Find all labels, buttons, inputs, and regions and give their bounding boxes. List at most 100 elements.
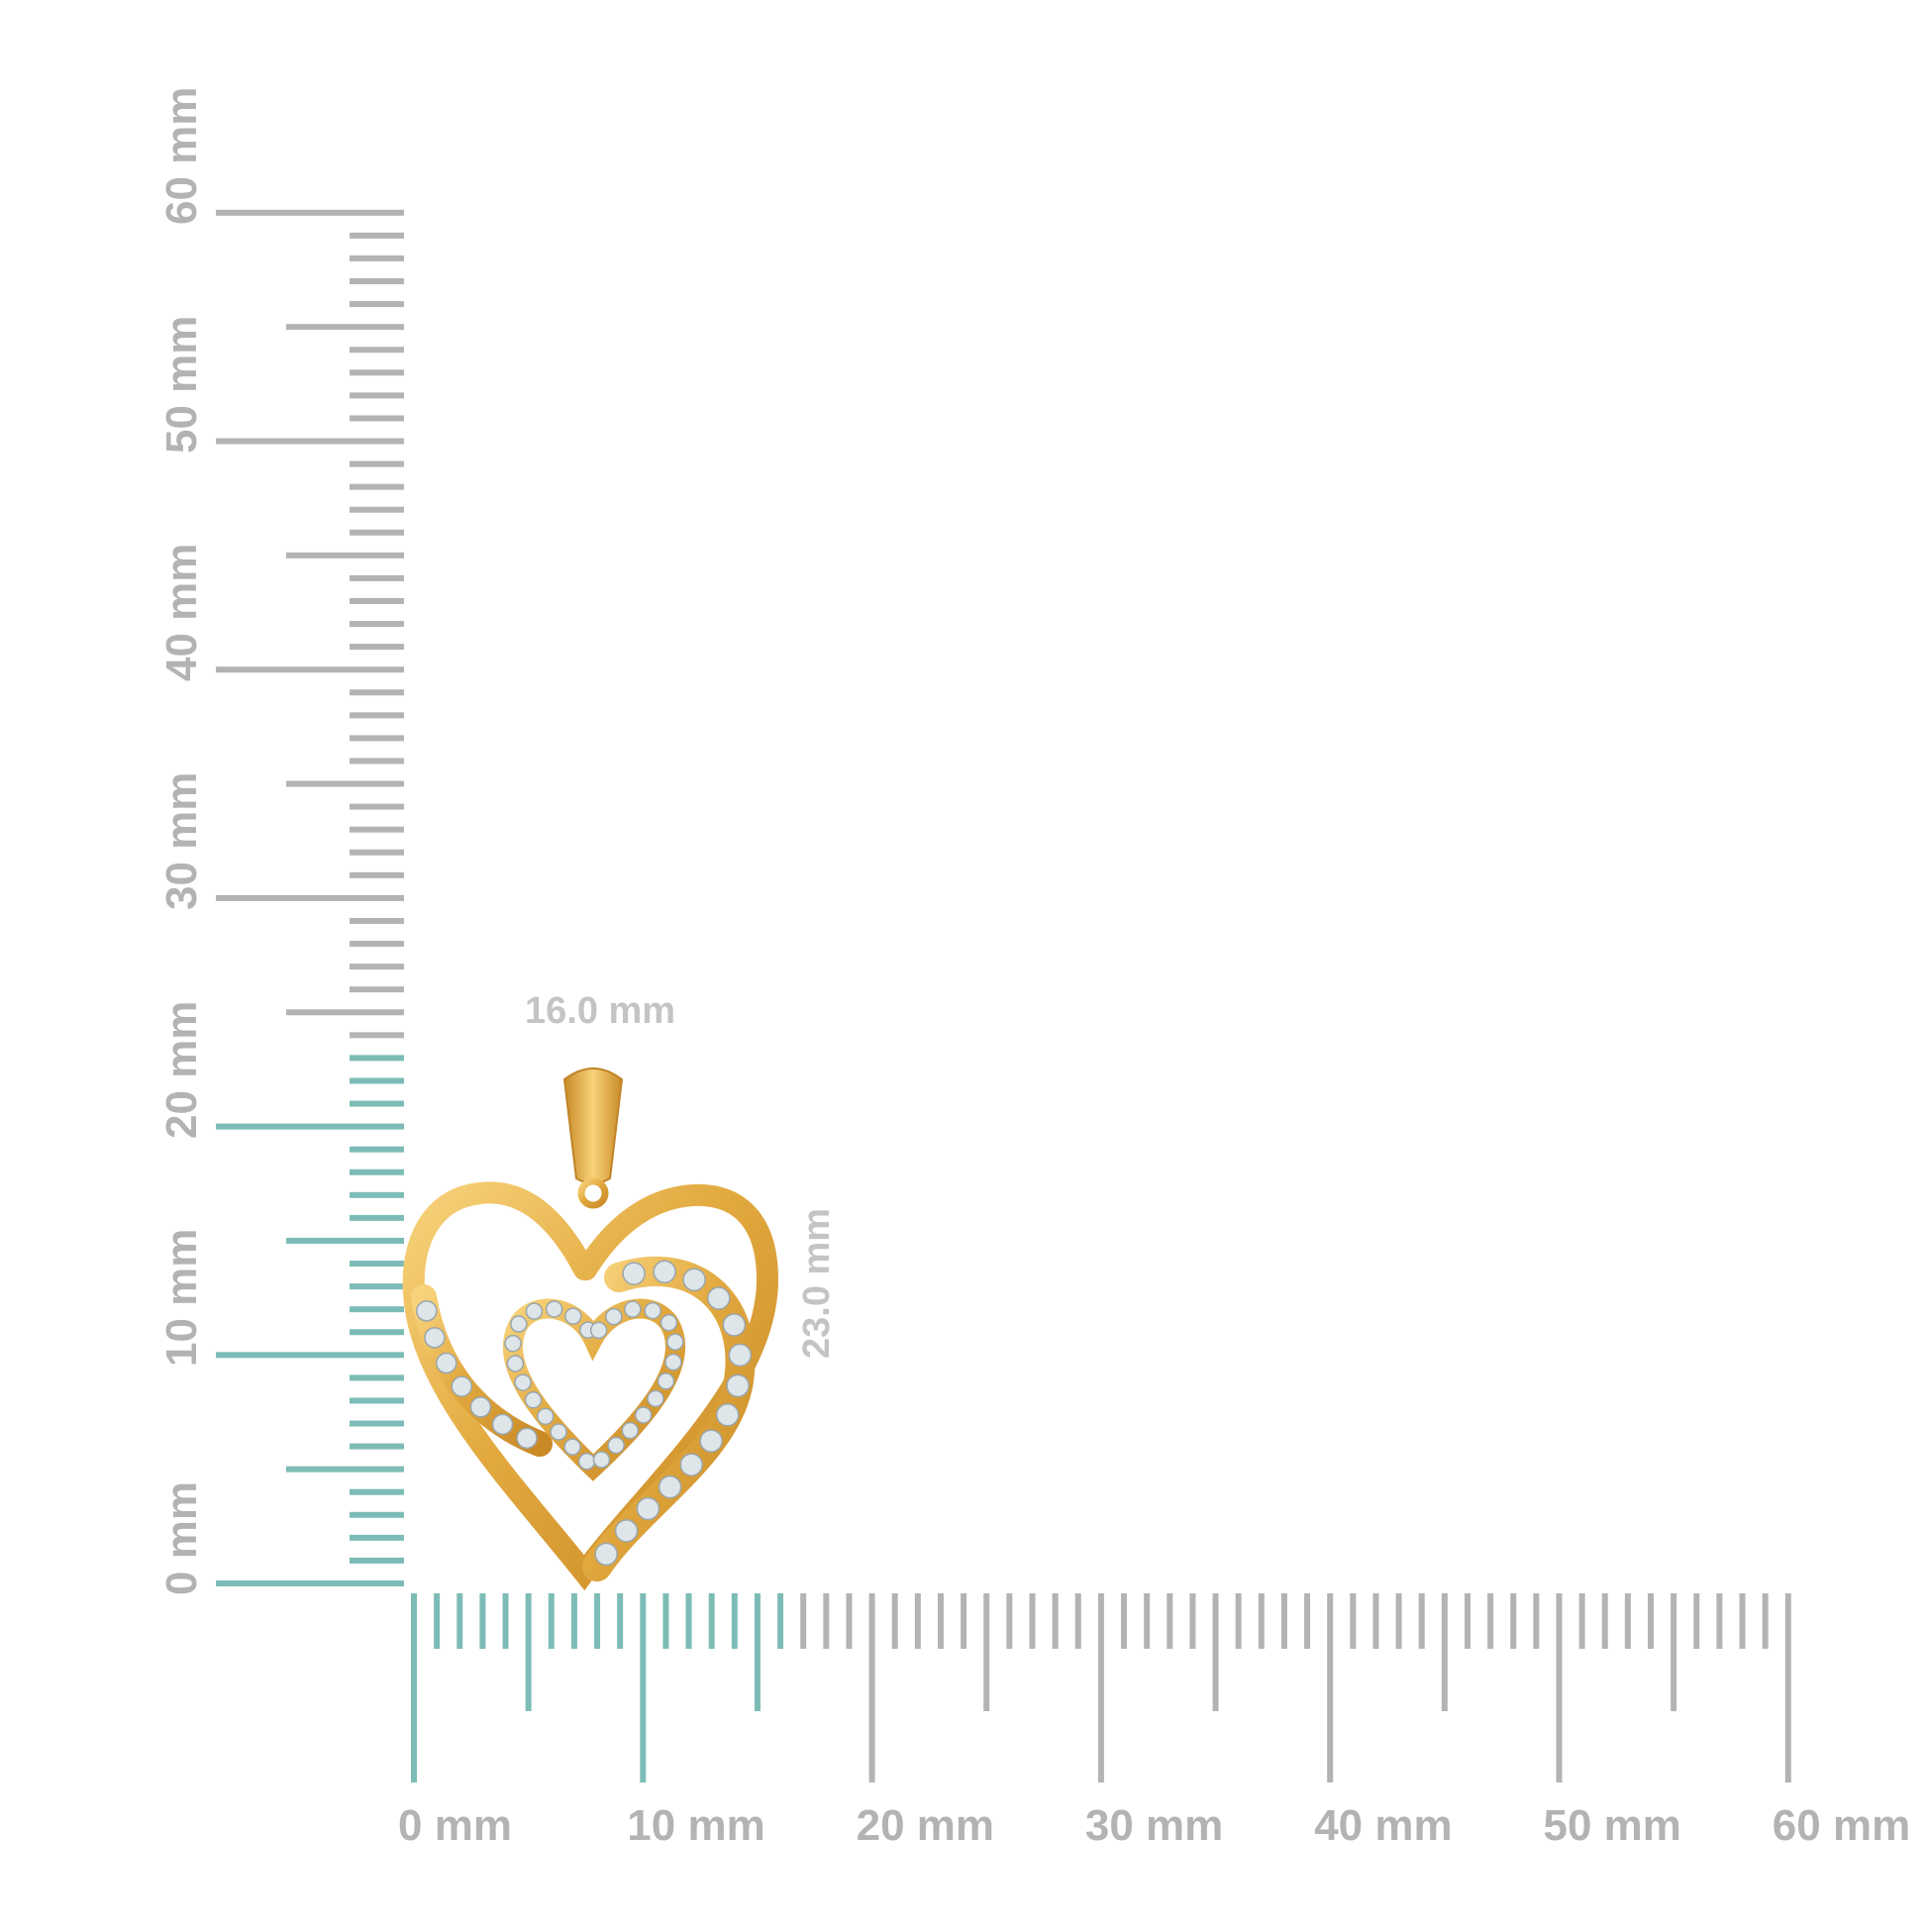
vertical-tick — [350, 460, 404, 467]
diamond-stone — [624, 1300, 642, 1318]
diamond-stone — [592, 1451, 611, 1469]
horizontal-tick — [479, 1593, 486, 1649]
horizontal-ruler-label: 30 mm — [1084, 1801, 1224, 1850]
horizontal-tick — [891, 1593, 898, 1649]
vertical-ruler-label: 30 mm — [157, 771, 206, 910]
horizontal-tick — [1258, 1593, 1265, 1649]
vertical-tick — [350, 574, 404, 581]
diamond-stone — [664, 1353, 682, 1372]
vertical-tick — [350, 1557, 404, 1564]
diamond-stone — [707, 1286, 731, 1310]
vertical-tick — [216, 894, 404, 901]
diamond-stone — [659, 1313, 678, 1332]
vertical-tick — [350, 1191, 404, 1198]
horizontal-tick — [640, 1593, 647, 1782]
horizontal-tick — [1441, 1593, 1448, 1711]
vertical-tick — [350, 1397, 404, 1404]
vertical-tick — [350, 1032, 404, 1039]
diamond-stone — [605, 1307, 623, 1326]
horizontal-ruler-label: 10 mm — [627, 1801, 765, 1850]
diamond-stone — [634, 1406, 653, 1424]
horizontal-tick — [1464, 1593, 1471, 1649]
vertical-tick — [350, 1329, 404, 1336]
vertical-tick — [216, 1123, 404, 1130]
vertical-ruler-label: 10 mm — [157, 1228, 206, 1368]
diamond-stone — [491, 1413, 514, 1436]
horizontal-tick — [1578, 1593, 1585, 1649]
horizontal-tick — [1762, 1593, 1769, 1649]
vertical-tick — [350, 254, 404, 261]
diamond-stone — [699, 1429, 723, 1453]
diamond-stone — [614, 1519, 639, 1543]
vertical-tick — [350, 917, 404, 924]
horizontal-tick — [1716, 1593, 1723, 1649]
vertical-tick — [350, 1146, 404, 1153]
horizontal-tick — [1121, 1593, 1128, 1649]
diamond-stone — [622, 1262, 646, 1285]
diamond-stone — [416, 1300, 438, 1322]
vertical-tick — [350, 415, 404, 422]
horizontal-ruler-label: 50 mm — [1543, 1801, 1681, 1850]
horizontal-tick — [1350, 1593, 1357, 1649]
horizontal-tick — [846, 1593, 853, 1649]
diamond-stone — [435, 1352, 457, 1374]
horizontal-ruler-label: 40 mm — [1314, 1801, 1453, 1850]
horizontal-ruler-label: 60 mm — [1772, 1801, 1911, 1850]
diamond-stone — [516, 1427, 538, 1450]
horizontal-tick — [1372, 1593, 1379, 1649]
vertical-tick — [350, 529, 404, 536]
vertical-tick — [286, 1466, 404, 1473]
horizontal-tick — [1327, 1593, 1334, 1782]
diamond-stone — [658, 1474, 682, 1499]
diamond-stone — [545, 1300, 563, 1318]
height-dimension-label: 23.0 mm — [796, 1207, 838, 1359]
vertical-tick — [350, 1214, 404, 1221]
vertical-tick — [286, 1009, 404, 1016]
vertical-tick — [350, 1306, 404, 1313]
horizontal-ruler-label: 20 mm — [856, 1801, 995, 1850]
vertical-ruler-label: 40 mm — [157, 543, 206, 682]
vertical-tick — [350, 483, 404, 490]
horizontal-tick — [1052, 1593, 1059, 1649]
diamond-stone — [451, 1375, 473, 1397]
diamond-stone — [679, 1453, 703, 1476]
vertical-tick — [350, 232, 404, 239]
vertical-tick — [350, 506, 404, 513]
vertical-tick — [216, 666, 404, 673]
horizontal-tick — [1671, 1593, 1677, 1711]
diamond-stone — [589, 1321, 608, 1340]
diamond-stone — [537, 1407, 555, 1426]
vertical-tick — [350, 1488, 404, 1495]
diamond-stone — [577, 1453, 596, 1471]
pendant-bail — [562, 1068, 624, 1184]
vertical-ruler-label: 20 mm — [157, 1000, 206, 1139]
vertical-tick — [216, 1580, 404, 1586]
horizontal-tick — [1556, 1593, 1563, 1782]
vertical-ruler-ticks — [216, 209, 404, 1586]
diamond-stone — [525, 1302, 544, 1320]
diamond-stone — [621, 1421, 640, 1440]
vertical-tick — [286, 1237, 404, 1244]
vertical-tick — [286, 552, 404, 559]
vertical-tick — [350, 689, 404, 696]
horizontal-tick — [1189, 1593, 1196, 1649]
vertical-tick — [216, 438, 404, 445]
diamond-stone — [657, 1372, 675, 1390]
horizontal-tick — [823, 1593, 830, 1649]
diamond-stone — [653, 1260, 676, 1284]
vertical-tick — [350, 1534, 404, 1541]
diamond-stone — [726, 1373, 750, 1398]
diamond-stone — [506, 1355, 525, 1373]
heart-pendant — [402, 1068, 779, 1591]
diamond-stone — [504, 1334, 522, 1353]
horizontal-tick — [1304, 1593, 1311, 1649]
horizontal-tick — [1097, 1593, 1104, 1782]
vertical-tick — [350, 826, 404, 833]
vertical-tick — [350, 871, 404, 878]
horizontal-tick — [456, 1593, 463, 1649]
diamond-stone — [514, 1373, 532, 1391]
horizontal-tick — [868, 1593, 875, 1782]
vertical-ruler-label: 60 mm — [157, 86, 206, 225]
horizontal-tick — [1739, 1593, 1746, 1649]
horizontal-tick — [502, 1593, 509, 1649]
